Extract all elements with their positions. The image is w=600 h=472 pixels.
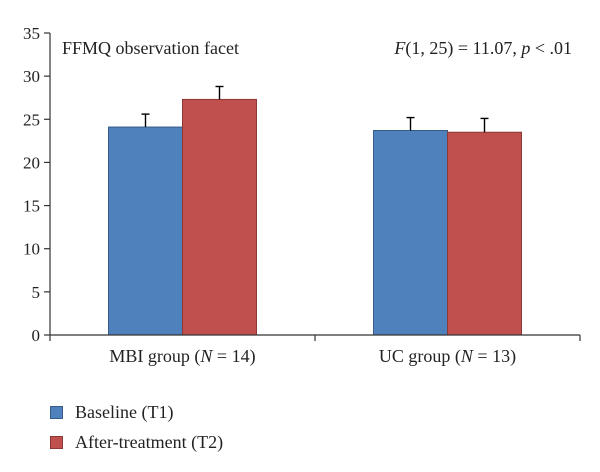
legend-label-baseline: Baseline (T1)	[75, 401, 174, 422]
y-axis: 0 5 10 15 20 25 30 35	[23, 24, 51, 345]
y-tick-label: 5	[32, 283, 41, 302]
legend: Baseline (T1) After-treatment (T2)	[50, 397, 223, 457]
y-tick-label: 25	[23, 110, 40, 129]
stat-part1: (1, 25) = 11.07,	[405, 38, 521, 59]
chart-title: FFMQ observation facet	[62, 38, 239, 58]
bar-chart: 0 5 10 15 20 25 30 35 MBI group (N = 14) UC grou…	[23, 24, 581, 367]
bar	[108, 126, 183, 336]
x-category-label: MBI group (N = 14)	[109, 346, 255, 367]
y-tick-label: 20	[23, 153, 40, 172]
y-tick-label: 30	[23, 67, 40, 86]
legend-swatch-after-treatment	[50, 435, 63, 449]
stat-part2: < .01	[530, 38, 572, 58]
bar	[182, 98, 257, 336]
y-tick-label: 15	[23, 197, 40, 216]
bar	[373, 130, 448, 336]
bars-group	[108, 85, 522, 336]
statistic-annotation: F(1, 25) = 11.07, p < .01	[393, 38, 572, 59]
stat-italic-f: F	[393, 38, 406, 58]
x-category-label: UC group (N = 13)	[379, 346, 516, 367]
y-tick-label: 35	[23, 24, 40, 43]
y-tick-label: 0	[32, 326, 41, 345]
legend-item-after-treatment: After-treatment (T2)	[50, 427, 223, 457]
stat-italic-p: p	[519, 38, 530, 58]
y-tick-label: 10	[23, 240, 40, 259]
legend-swatch-baseline	[50, 405, 63, 419]
x-axis: MBI group (N = 14) UC group (N = 13)	[49, 334, 581, 367]
legend-label-after-treatment: After-treatment (T2)	[75, 431, 224, 452]
legend-item-baseline: Baseline (T1)	[50, 397, 223, 427]
bar	[447, 131, 522, 336]
